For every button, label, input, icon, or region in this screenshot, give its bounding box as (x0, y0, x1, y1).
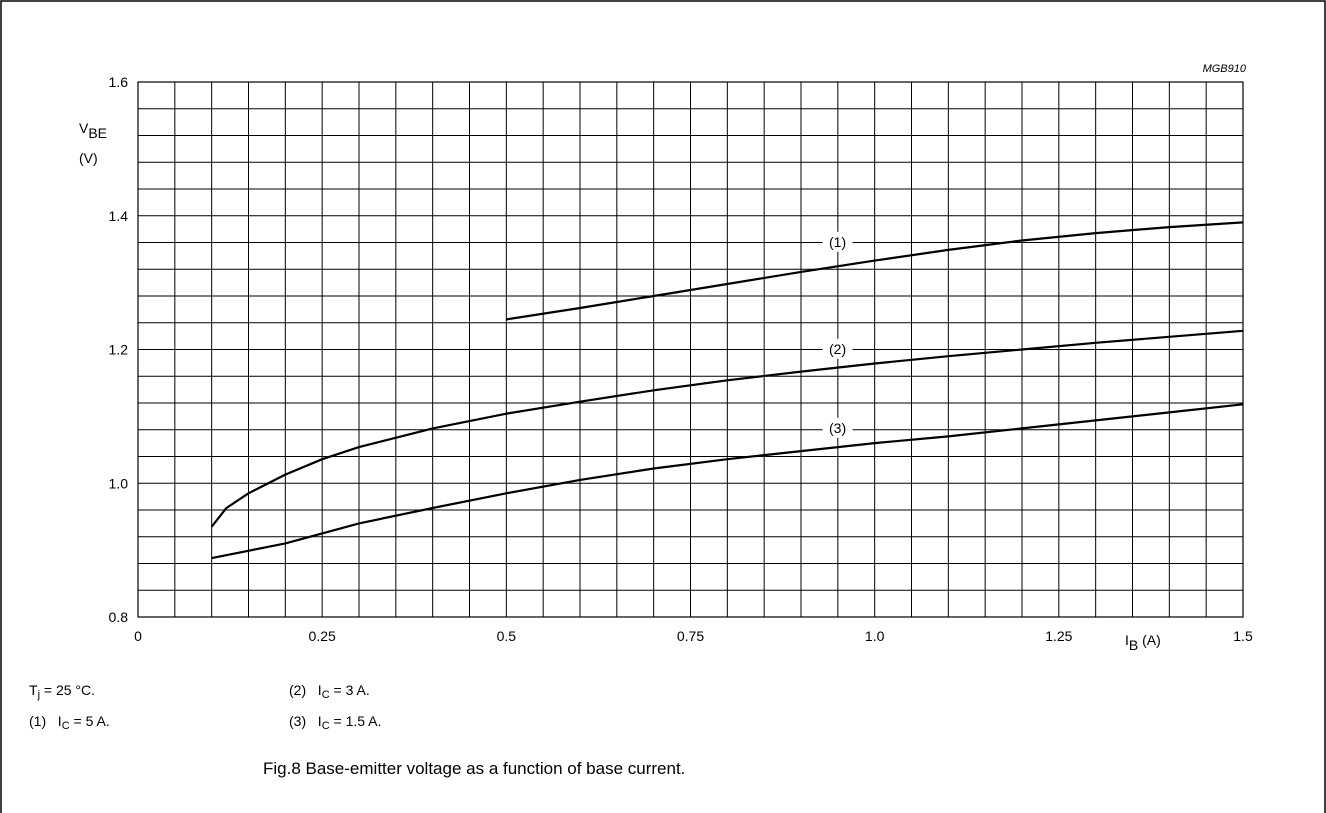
note-c2-symbol: I (317, 682, 322, 698)
series-label-bg (822, 231, 853, 252)
x-axis-symbol: I (1125, 632, 1129, 648)
y-tick-label: 1.0 (109, 475, 129, 491)
note-c3-prefix: (3) (289, 713, 307, 729)
x-tick-label: 1.5 (1233, 628, 1253, 644)
x-axis-label: IB (A) (1125, 632, 1161, 653)
note-c1-text: = 5 A. (69, 713, 110, 729)
note-c3-symbol: I (317, 713, 322, 729)
series-label-3: (3) (829, 420, 846, 436)
note-c1-prefix: (1) (29, 713, 47, 729)
series-label-bg (822, 417, 853, 438)
note-c1-symbol: I (57, 713, 62, 729)
x-tick-label: 0.5 (497, 628, 517, 644)
note-c2-prefix: (2) (289, 682, 307, 698)
series-line-1 (506, 221, 1244, 321)
x-tick-label: 0.25 (309, 628, 336, 644)
note-c2-subscript: C (321, 689, 330, 701)
y-tick-label: 1.4 (109, 208, 129, 224)
note-curve-3: (3) IC = 1.5 A. (289, 713, 381, 732)
note-c2-text: = 3 A. (329, 682, 370, 698)
y-tick-label: 1.2 (109, 342, 129, 358)
series-label-2: (2) (829, 341, 846, 357)
x-axis-unit: (A) (1142, 632, 1161, 648)
y-tick-label: 0.8 (109, 609, 129, 625)
y-tick-label: 1.6 (109, 74, 129, 90)
y-axis-subscript: BE (88, 125, 108, 141)
plot-area: 0 0.25 0.5 0.75 1.0 1.25 1.5 0.8 1.0 1.2 1.4 1.6 (1)… (109, 74, 1253, 644)
note-c3-text: = 1.5 A. (329, 713, 382, 729)
plot-border (137, 81, 1244, 618)
note-tj-subscript: j (37, 689, 41, 701)
y-axis-symbol: V (79, 120, 89, 136)
note-c1-subscript: C (61, 720, 70, 732)
note-curve-1: (1) IC = 5 A. (29, 713, 110, 732)
note-curve-2: (2) IC = 3 A. (289, 682, 370, 701)
series-label-bg (822, 338, 853, 359)
x-tick-label: 0.75 (677, 628, 704, 644)
y-axis-unit: (V) (79, 150, 98, 166)
x-tick-label: 1.0 (865, 628, 885, 644)
figure-caption: Fig.8 Base-emitter voltage as a function… (263, 759, 686, 778)
series-line-3 (211, 403, 1244, 560)
note-tj-text: = 25 °C. (40, 682, 96, 698)
series-label-1: (1) (829, 234, 846, 250)
note-junction-temperature: Tj = 25 °C. (29, 682, 95, 701)
note-tj-symbol: T (29, 682, 38, 698)
x-tick-label: 1.25 (1045, 628, 1072, 644)
y-axis-label: VBE (79, 120, 107, 141)
series-line-2 (210, 329, 1244, 528)
figure-code: MGB910 (1202, 63, 1246, 75)
x-axis-subscript: B (1128, 637, 1139, 653)
x-tick-label: 0 (134, 628, 142, 644)
note-c3-subscript: C (321, 720, 330, 732)
